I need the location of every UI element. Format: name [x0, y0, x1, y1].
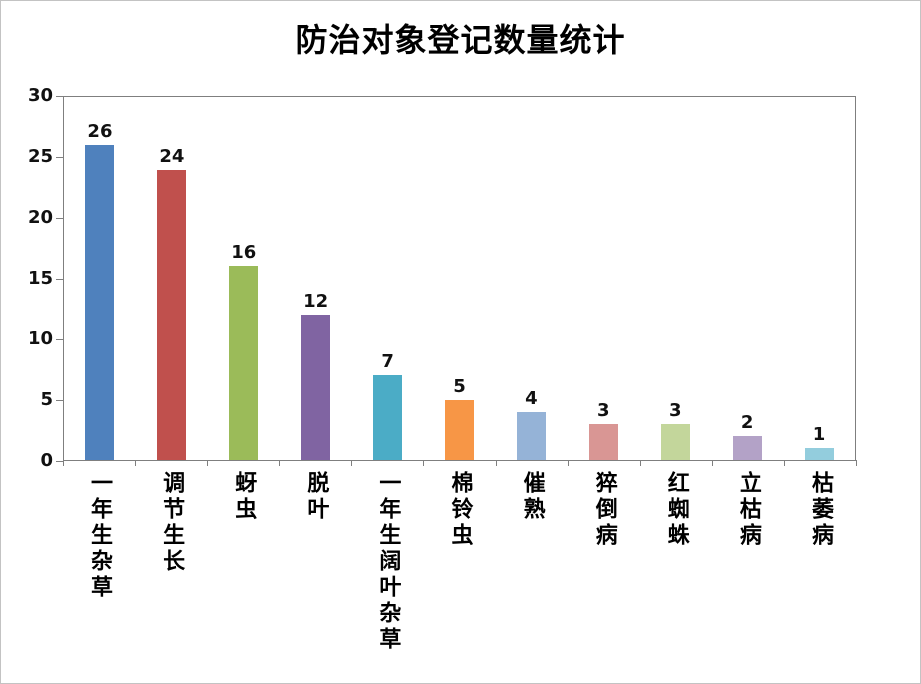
bar-value-label: 3 [597, 399, 610, 421]
bar-slot: 4 [495, 97, 567, 460]
bar [85, 145, 115, 460]
y-tick-mark [56, 157, 63, 158]
bar [229, 266, 259, 460]
bar-value-label: 2 [740, 411, 754, 433]
y-tick-mark [56, 339, 63, 340]
x-axis-category-label: 调节生长 [135, 471, 207, 575]
y-tick-mark [56, 218, 63, 219]
y-axis-tick-label: 0 [40, 450, 53, 471]
x-axis-category-label: 蚜虫 [207, 471, 279, 523]
bar [444, 399, 474, 460]
bar-value-label: 4 [525, 387, 538, 409]
bar-slot: 3 [639, 97, 711, 460]
bar-slot: 12 [280, 97, 352, 460]
x-axis-category-label: 一年生杂草 [63, 471, 135, 601]
bar-slot: 2 [711, 97, 783, 460]
x-axis-category-text: 立枯病 [735, 471, 761, 549]
y-axis-tick-label: 20 [27, 206, 53, 228]
y-axis-tick-label: 15 [27, 267, 53, 289]
x-tick-mark [640, 460, 641, 466]
x-axis-category-label: 催熟 [496, 471, 568, 523]
bars-group: 26 24 16 12 7 5 4 3 3 2 1 [64, 97, 855, 460]
x-tick-mark [135, 460, 136, 466]
bar [732, 435, 762, 460]
bar-value-label: 26 [87, 121, 113, 143]
y-tick-mark [56, 461, 63, 462]
y-tick-mark [56, 279, 63, 280]
x-tick-mark [496, 460, 497, 466]
x-axis-labels: 一年生杂草 调节生长 蚜虫 脱叶 一年生阔叶杂草 棉铃虫 催熟 猝倒病 红蜘蛛 立枯病 枯萎病 [63, 471, 856, 653]
y-tick-mark [56, 400, 63, 401]
x-axis-category-label: 红蜘蛛 [640, 471, 712, 549]
x-axis-category-label: 棉铃虫 [423, 471, 495, 549]
bar-slot: 3 [567, 97, 639, 460]
bar-value-label: 1 [812, 423, 826, 445]
bar-value-label: 3 [668, 399, 682, 421]
x-axis-category-text: 红蜘蛛 [663, 471, 689, 549]
x-axis-category-text: 枯萎病 [807, 471, 833, 549]
x-tick-mark [856, 460, 857, 466]
plot-area: 26 24 16 12 7 5 4 3 3 2 1 [63, 96, 856, 461]
bar-value-label: 5 [453, 375, 466, 397]
bar [157, 169, 187, 460]
x-axis-category-label: 枯萎病 [784, 471, 856, 549]
x-axis-category-text: 脱叶 [303, 471, 329, 523]
x-tick-mark [63, 460, 64, 466]
bar-slot: 7 [352, 97, 424, 460]
x-tick-mark [568, 460, 569, 466]
bar [588, 423, 618, 460]
bar-value-label: 24 [159, 145, 185, 167]
y-axis-tick-label: 10 [27, 328, 53, 350]
chart-title: 防治对象登记数量统计 [295, 21, 626, 59]
x-tick-mark [279, 460, 280, 466]
bar-value-label: 12 [303, 290, 329, 312]
x-axis-category-text: 蚜虫 [231, 471, 257, 523]
bar [301, 314, 331, 460]
x-tick-mark [712, 460, 713, 466]
y-axis-tick-label: 5 [40, 389, 53, 411]
x-axis-category-label: 一年生阔叶杂草 [351, 471, 423, 653]
x-axis-category-text: 一年生杂草 [87, 471, 113, 601]
x-tick-mark [784, 460, 785, 466]
bar [373, 375, 403, 460]
x-tick-mark [207, 460, 208, 466]
bar [660, 423, 690, 460]
x-axis-category-text: 棉铃虫 [447, 471, 473, 549]
bar-slot: 1 [783, 97, 855, 460]
x-axis-category-text: 催熟 [519, 471, 545, 523]
x-axis-category-text: 一年生阔叶杂草 [375, 471, 401, 653]
x-tick-mark [351, 460, 352, 466]
y-axis-tick-label: 25 [27, 145, 53, 167]
bar-slot: 24 [136, 97, 208, 460]
x-tick-mark [423, 460, 424, 466]
bar-slot: 26 [64, 97, 136, 460]
y-axis-tick-label: 30 [27, 85, 53, 106]
x-axis-category-text: 调节生长 [159, 471, 185, 575]
bar-value-label: 7 [381, 351, 394, 373]
bar [804, 447, 834, 460]
x-axis-category-text: 猝倒病 [591, 471, 617, 549]
x-axis-category-label: 脱叶 [279, 471, 351, 523]
bar [516, 411, 546, 460]
x-axis-category-label: 猝倒病 [568, 471, 640, 549]
y-tick-mark [56, 96, 63, 97]
bar-slot: 16 [208, 97, 280, 460]
bar-value-label: 16 [231, 242, 257, 264]
x-axis-category-label: 立枯病 [712, 471, 784, 549]
bar-slot: 5 [424, 97, 496, 460]
